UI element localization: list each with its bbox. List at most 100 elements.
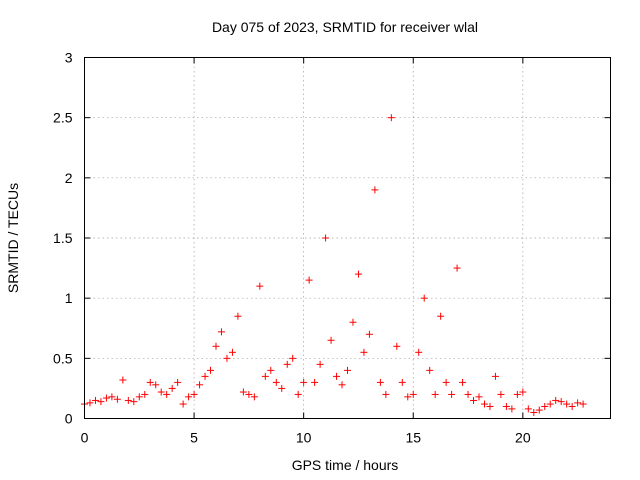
data-point [404, 393, 412, 401]
data-point [426, 366, 434, 374]
data-point [349, 318, 357, 326]
data-point [376, 378, 384, 386]
data-point [497, 390, 505, 398]
data-point [146, 378, 154, 386]
data-point [333, 372, 341, 380]
x-axis-label: GPS time / hours [292, 457, 399, 473]
data-point [256, 282, 264, 290]
data-point [568, 402, 576, 410]
data-point [502, 402, 510, 410]
data-point [322, 234, 330, 242]
y-axis-label: SRMTID / TECUs [5, 183, 21, 293]
data-point [508, 405, 516, 413]
data-point [250, 393, 258, 401]
data-point [513, 390, 521, 398]
data-point [283, 360, 291, 368]
data-point [245, 390, 253, 398]
data-point [316, 360, 324, 368]
data-point [179, 400, 187, 408]
y-tick-label: 1 [65, 290, 73, 306]
x-tick-label: 15 [405, 430, 421, 446]
chart-title: Day 075 of 2023, SRMTID for receiver wla… [212, 19, 478, 35]
data-points [81, 114, 587, 416]
y-tick-label: 3 [65, 50, 73, 66]
data-point [464, 390, 472, 398]
x-tick-label: 20 [515, 430, 531, 446]
data-point [579, 400, 587, 408]
data-point [552, 396, 560, 404]
data-point [475, 393, 483, 401]
data-point [459, 378, 467, 386]
data-point [480, 400, 488, 408]
data-point [234, 312, 242, 320]
grid-lines [84, 57, 611, 419]
data-point [519, 388, 527, 396]
data-point [491, 372, 499, 380]
y-tick-label: 1.5 [53, 230, 73, 246]
data-point [437, 312, 445, 320]
data-point [448, 390, 456, 398]
data-point [196, 381, 204, 389]
data-point [387, 114, 395, 122]
y-tick-label: 2 [65, 170, 73, 186]
data-point [393, 342, 401, 350]
data-point [91, 396, 99, 404]
data-point [563, 400, 571, 408]
data-point [201, 372, 209, 380]
data-point [486, 402, 494, 410]
data-point [272, 378, 280, 386]
data-point [382, 390, 390, 398]
data-point [365, 330, 373, 338]
y-tick-label: 2.5 [53, 110, 73, 126]
x-tick-label: 5 [190, 430, 198, 446]
data-point [135, 393, 143, 401]
data-point [294, 390, 302, 398]
data-point [470, 396, 478, 404]
data-point [113, 395, 121, 403]
data-point [574, 399, 582, 407]
data-point [289, 354, 297, 362]
data-point [174, 378, 182, 386]
data-point [261, 372, 269, 380]
data-point [360, 348, 368, 356]
data-point [86, 399, 94, 407]
data-point [431, 390, 439, 398]
data-point [97, 398, 105, 406]
data-point [152, 381, 160, 389]
data-point [546, 400, 554, 408]
plot-frame [84, 57, 611, 419]
x-tick-label: 0 [81, 430, 89, 446]
data-point [207, 366, 215, 374]
data-point [108, 393, 116, 401]
data-point [354, 270, 362, 278]
data-point [212, 342, 220, 350]
data-point [557, 398, 565, 406]
data-point [168, 384, 176, 392]
data-point [102, 394, 110, 402]
data-point [524, 405, 532, 413]
data-point [409, 390, 417, 398]
x-tick-label: 10 [296, 430, 312, 446]
data-point [228, 348, 236, 356]
data-point [163, 390, 171, 398]
data-point [442, 378, 450, 386]
data-point [338, 381, 346, 389]
data-point [344, 366, 351, 374]
data-point [190, 390, 198, 398]
data-point [124, 396, 132, 404]
data-point [453, 264, 461, 272]
y-tick-label: 0.5 [53, 350, 73, 366]
data-point [541, 402, 549, 410]
axis-ticks: 0 5 10 15 20 0 0.5 1 1.5 2 2.5 3 [53, 50, 611, 446]
data-point [185, 393, 193, 401]
data-point [535, 406, 543, 414]
data-point [300, 378, 308, 386]
data-point [311, 378, 319, 386]
data-point [223, 354, 231, 362]
data-point [239, 388, 247, 396]
data-point [157, 388, 165, 396]
data-point [371, 186, 379, 194]
data-point [141, 390, 149, 398]
y-tick-label: 0 [65, 411, 73, 427]
